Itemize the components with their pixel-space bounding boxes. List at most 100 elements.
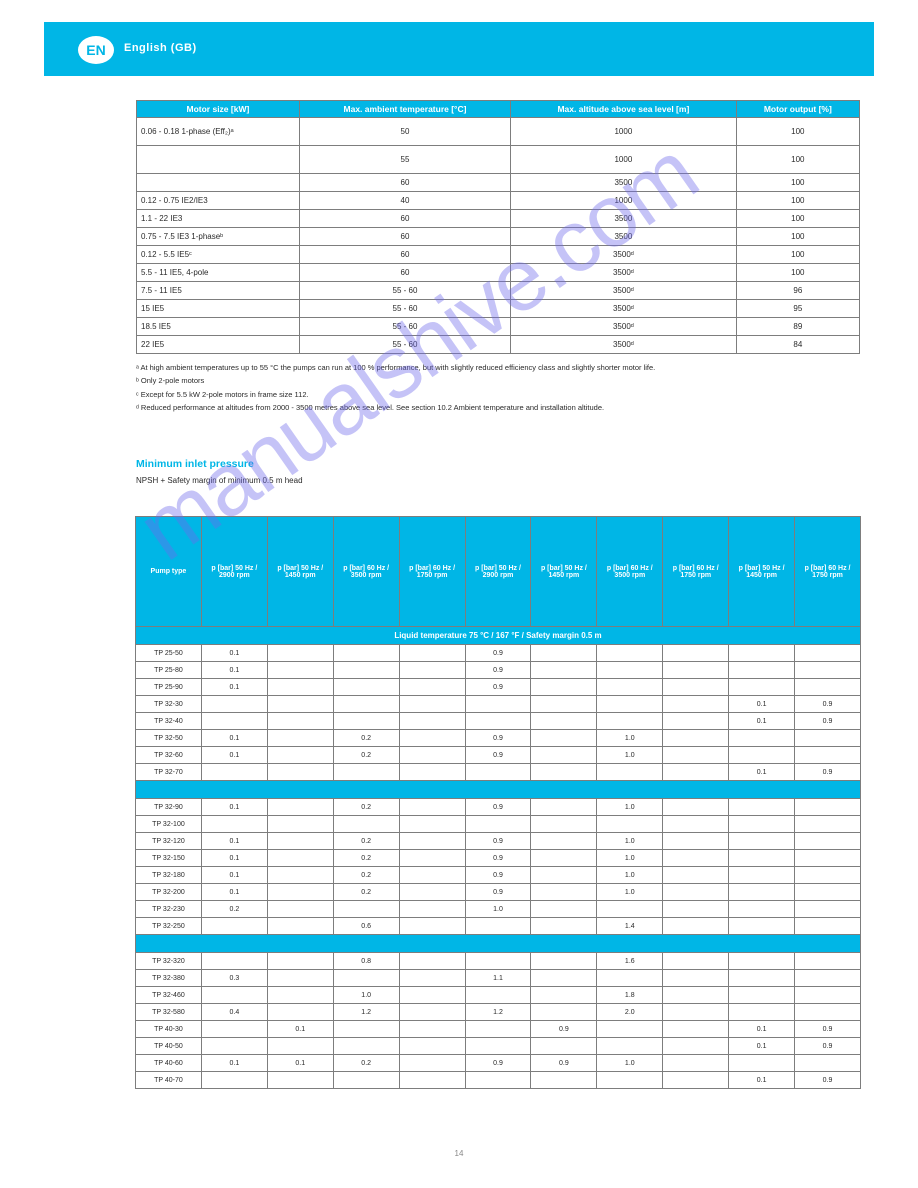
npsh-table-cell (663, 1055, 729, 1072)
motor-table-cell: 0.12 - 5.5 IE5ᶜ (137, 246, 300, 264)
npsh-table-cell: TP 40-30 (136, 1021, 202, 1038)
npsh-table-cell: 1.0 (597, 730, 663, 747)
npsh-table-cell: 0.9 (795, 1021, 861, 1038)
npsh-table-cell (597, 1021, 663, 1038)
motor-table-cell: 55 - 60 (299, 282, 510, 300)
npsh-table-cell (531, 850, 597, 867)
npsh-table-cell (399, 1004, 465, 1021)
npsh-table-cell (729, 747, 795, 764)
npsh-table-cell: 0.2 (333, 799, 399, 816)
npsh-table-cell (267, 1038, 333, 1055)
npsh-table-cell (795, 1055, 861, 1072)
npsh-table-cell: TP 32-60 (136, 747, 202, 764)
npsh-table-cell: TP 32-460 (136, 987, 202, 1004)
npsh-table-cell (663, 662, 729, 679)
npsh-table-header: p [bar] 60 Hz / 3500 rpm (597, 517, 663, 627)
npsh-table-cell (795, 816, 861, 833)
npsh-table-cell (663, 867, 729, 884)
npsh-table-cell (333, 970, 399, 987)
npsh-table-cell: 1.0 (597, 850, 663, 867)
npsh-table-cell (267, 953, 333, 970)
npsh-table-cell: TP 32-200 (136, 884, 202, 901)
motor-table: Motor size [kW]Max. ambient temperature … (136, 100, 860, 354)
motor-table-cell: 3500 (511, 228, 737, 246)
motor-table-cell (137, 174, 300, 192)
npsh-table-cell (663, 833, 729, 850)
npsh-table-cell (729, 816, 795, 833)
npsh-table-cell: TP 32-580 (136, 1004, 202, 1021)
npsh-table-cell (531, 662, 597, 679)
npsh-table-cell: 0.1 (267, 1021, 333, 1038)
npsh-table-cell: 0.2 (333, 1055, 399, 1072)
npsh-table-cell (267, 987, 333, 1004)
motor-table-cell: 60 (299, 228, 510, 246)
npsh-table-cell (795, 918, 861, 935)
npsh-table-cell (465, 764, 531, 781)
npsh-table-cell (267, 764, 333, 781)
npsh-table-cell: 1.0 (333, 987, 399, 1004)
npsh-table-cell (597, 901, 663, 918)
npsh-table-cell (663, 1021, 729, 1038)
npsh-table-cell: 0.1 (201, 662, 267, 679)
motor-table-cell: 18.5 IE5 (137, 318, 300, 336)
npsh-table-cell (399, 850, 465, 867)
npsh-table-cell: 1.0 (597, 833, 663, 850)
npsh-table-cell (531, 953, 597, 970)
npsh-table-cell (597, 713, 663, 730)
npsh-table-cell: 0.1 (729, 1072, 795, 1089)
npsh-table-cell (597, 764, 663, 781)
npsh-table-cell (267, 850, 333, 867)
npsh-table-cell (795, 747, 861, 764)
npsh-table-header: Pump type (136, 517, 202, 627)
npsh-table-cell (663, 970, 729, 987)
npsh-table-cell: TP 25-80 (136, 662, 202, 679)
npsh-table-cell (267, 799, 333, 816)
motor-table-cell: 60 (299, 210, 510, 228)
npsh-table-cell (399, 953, 465, 970)
npsh-table-cell (333, 1038, 399, 1055)
npsh-table-cell (531, 1072, 597, 1089)
npsh-table-cell (201, 987, 267, 1004)
page-badge: EN (78, 36, 114, 64)
npsh-table-cell (267, 662, 333, 679)
npsh-table-cell: 0.9 (465, 884, 531, 901)
npsh-table-cell (201, 696, 267, 713)
npsh-table-cell: 0.1 (201, 867, 267, 884)
npsh-table-cell (663, 1072, 729, 1089)
npsh-table-cell: 0.1 (201, 884, 267, 901)
npsh-table-cell (531, 1038, 597, 1055)
npsh-table-cell (267, 918, 333, 935)
motor-table-cell: 1000 (511, 146, 737, 174)
npsh-table-cell (795, 953, 861, 970)
npsh-table-cell: 0.9 (465, 645, 531, 662)
npsh-table-cell (267, 696, 333, 713)
npsh-table-cell (729, 833, 795, 850)
npsh-table-cell (399, 1021, 465, 1038)
npsh-table-cell: 0.9 (795, 696, 861, 713)
motor-table-cell: 55 - 60 (299, 300, 510, 318)
npsh-table-cell (531, 730, 597, 747)
npsh-table-cell (201, 1038, 267, 1055)
npsh-table-cell (465, 713, 531, 730)
npsh-table-cell (729, 970, 795, 987)
motor-table-cell: 100 (736, 174, 859, 192)
npsh-table-cell: 0.9 (465, 850, 531, 867)
footnote: ᶜ Except for 5.5 kW 2-pole motors in fra… (136, 389, 860, 400)
npsh-table-cell: TP 32-120 (136, 833, 202, 850)
npsh-table-cell: TP 32-180 (136, 867, 202, 884)
npsh-table-cell (795, 850, 861, 867)
npsh-table-header: p [bar] 50 Hz / 2900 rpm (465, 517, 531, 627)
motor-table-cell: 55 - 60 (299, 336, 510, 354)
footnote: ᵈ Reduced performance at altitudes from … (136, 402, 860, 413)
npsh-table-cell (465, 918, 531, 935)
motor-table-cell: 5.5 - 11 IE5, 4-pole (137, 264, 300, 282)
npsh-table-cell: 0.1 (201, 645, 267, 662)
npsh-table-cell: TP 32-40 (136, 713, 202, 730)
npsh-table-cell (729, 884, 795, 901)
header-bar: EN English (GB) (44, 22, 874, 76)
npsh-table-cell (399, 1055, 465, 1072)
npsh-section-header (136, 935, 861, 953)
npsh-table-cell (333, 679, 399, 696)
motor-table-cell: 3500ᵈ (511, 300, 737, 318)
npsh-table-cell (333, 764, 399, 781)
